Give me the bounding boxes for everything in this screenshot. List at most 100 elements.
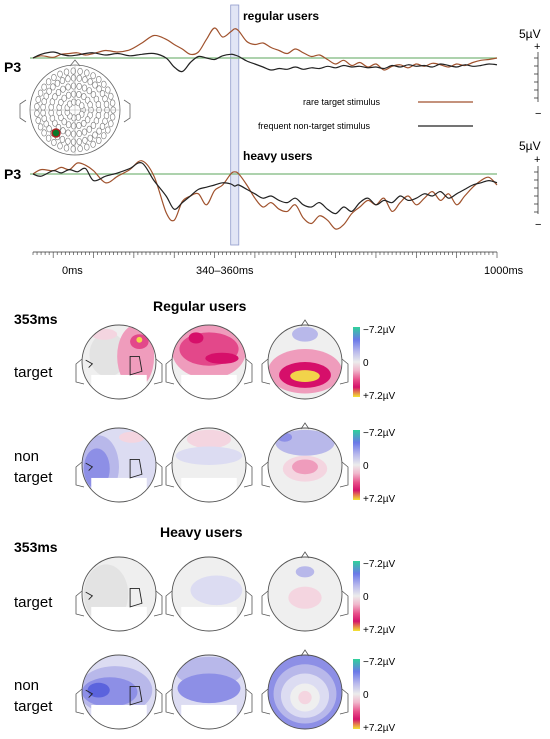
electrode-dot	[60, 85, 66, 93]
electrode-dot	[65, 91, 72, 99]
electrode-dot	[59, 135, 66, 143]
electrode-dot	[35, 116, 41, 124]
color-scale-label: −7.2µV	[363, 657, 396, 668]
legend-label-rare-target: rare target stimulus	[303, 97, 381, 107]
electrode-dot	[63, 68, 70, 76]
color-scale-label: 0	[363, 592, 369, 603]
electrode-dot	[75, 113, 82, 121]
electrode-dot	[81, 84, 88, 92]
electrode-dot	[57, 70, 63, 78]
electrode-dot	[108, 120, 114, 128]
electrode-dot	[65, 83, 71, 91]
electrode-dot	[70, 74, 77, 82]
electrode-dot	[82, 136, 88, 144]
time-tick-1000ms: 1000ms	[484, 265, 524, 277]
electrode-dot	[61, 118, 67, 126]
electrode-dot	[76, 130, 82, 138]
electrode-dot	[81, 128, 88, 136]
electrode-dot	[70, 90, 77, 98]
electrode-dot	[65, 137, 71, 145]
electrode-dot	[50, 83, 56, 91]
scale-label-top: 5µV	[519, 27, 541, 41]
electrode-dot	[51, 139, 57, 147]
electrode-dot	[37, 89, 44, 97]
electrode-dot	[103, 100, 110, 108]
topo-time-label-regular: 353ms	[14, 311, 58, 327]
electrode-dot	[45, 78, 52, 86]
electrode-dot	[71, 98, 77, 106]
regular-users-title: regular users	[243, 9, 319, 23]
electrode-dot	[82, 76, 88, 84]
electrode-dot	[77, 145, 83, 153]
electrode-dot	[105, 86, 111, 94]
topo-map	[165, 654, 253, 730]
scale-plus-bottom: +	[534, 154, 540, 166]
topo-title-regular: Regular users	[153, 298, 247, 314]
electrode-dot	[86, 125, 93, 133]
row-label-heavy-target: target	[14, 594, 53, 611]
legend-label-frequent-nontarget: frequent non-target stimulus	[258, 121, 371, 131]
series-line-frequent-nontarget-bottom	[32, 161, 498, 215]
electrode-dot	[99, 90, 106, 98]
scale-plus-top: +	[534, 41, 540, 53]
electrode-dot	[96, 137, 102, 145]
topo-map	[261, 649, 349, 730]
electrode-dot	[37, 123, 44, 131]
color-scale-label: −7.2µV	[363, 325, 396, 336]
scale-minus-top: −	[535, 108, 541, 120]
p3-electrode-marker	[51, 128, 61, 138]
topo-map	[75, 324, 163, 400]
topo-map	[75, 427, 163, 503]
topo-map	[165, 556, 253, 632]
electrode-dot	[76, 82, 82, 90]
row-label-regular-target: target	[14, 364, 53, 381]
row-label-heavy-non: non	[14, 677, 39, 694]
electrode-dot	[70, 138, 77, 146]
electrode-dot	[109, 99, 116, 107]
electrode-dot	[52, 119, 58, 127]
electrode-montage	[19, 59, 131, 156]
electrode-dot	[34, 103, 40, 111]
color-scale-label: −7.2µV	[363, 428, 396, 439]
electrode-dot	[59, 77, 66, 85]
electrode-dot	[84, 116, 91, 124]
electrode-dot	[70, 122, 77, 130]
scale-bar-top	[534, 52, 539, 102]
electrode-dot	[65, 121, 72, 129]
electrode-dot	[41, 129, 47, 137]
topo-map	[261, 551, 349, 632]
electrode-dot	[90, 72, 96, 80]
electrode-dot	[57, 142, 63, 150]
electrode-dot	[70, 67, 77, 75]
scale-bar-bottom	[534, 166, 539, 214]
channel-label-p3-bottom: P3	[4, 166, 21, 182]
electrode-dot	[105, 126, 111, 134]
electrode-dot	[87, 101, 93, 109]
topo-map	[261, 319, 349, 400]
electrode-dot	[45, 134, 52, 142]
electrode-dot	[43, 92, 49, 100]
electrode-dot	[96, 85, 102, 93]
heavy-users-title: heavy users	[243, 149, 313, 163]
electrode-dot	[61, 94, 67, 102]
electrode-dot	[99, 122, 106, 130]
topo-map	[165, 427, 253, 503]
topo-map	[75, 556, 163, 632]
erp-panel: regular users P3 5µV + − rare target sti…	[4, 4, 541, 277]
electrode-dot	[95, 101, 102, 109]
color-scale-label: −7.2µV	[363, 559, 396, 570]
scale-label-bottom: 5µV	[519, 139, 541, 153]
electrode-dot	[55, 89, 62, 97]
color-scale: −7.2µV 0 +7.2µV	[353, 428, 396, 505]
row-label-heavy-nontarget: target	[14, 698, 53, 715]
color-scale-label: 0	[363, 690, 369, 701]
color-scale-label: 0	[363, 461, 369, 472]
series-line-rare-target-bottom	[32, 160, 498, 230]
row-label-regular-nontarget: target	[14, 469, 53, 486]
electrode-dot	[92, 81, 98, 89]
electrode-dot	[76, 122, 82, 130]
electrode-dot	[84, 143, 90, 151]
electrode-dot	[76, 91, 82, 99]
